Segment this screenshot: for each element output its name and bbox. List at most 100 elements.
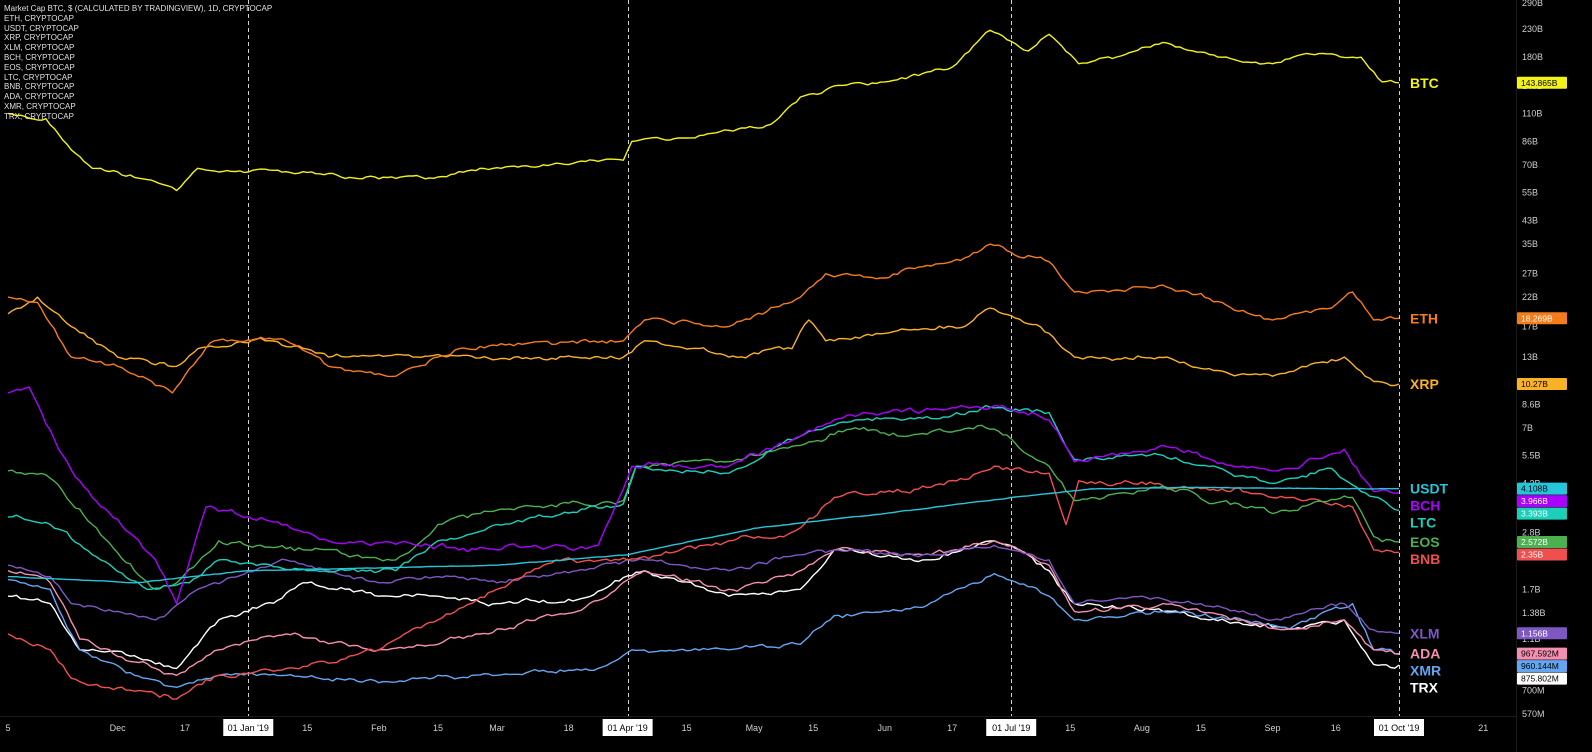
legend-entry: ETH, CRYPTOCAP: [4, 13, 74, 23]
last-value-badge-xlm: [1517, 627, 1567, 640]
last-value-badge-xrp: [1517, 378, 1567, 391]
last-value-badge-bnb: [1517, 548, 1567, 561]
x-tick-label: Sep: [1265, 723, 1281, 733]
y-tick-label: 13B: [1522, 352, 1538, 362]
series-name-label-xmr: XMR: [1410, 663, 1441, 679]
x-tick-label: 01 Jan '19: [228, 723, 269, 733]
x-tick-label: 01 Jul '19: [992, 723, 1030, 733]
series-name-label-bch: BCH: [1410, 498, 1440, 514]
legend-entry: TRX, CRYPTOCAP: [4, 111, 74, 121]
x-tick-label: 15: [1065, 723, 1075, 733]
x-tick-label: Feb: [371, 723, 387, 733]
series-line-usdt: [7, 486, 1400, 584]
x-tick-label: 15: [302, 723, 312, 733]
y-tick-label: 35B: [1522, 239, 1538, 249]
y-tick-label: 5.5B: [1522, 450, 1541, 460]
y-tick-label: 7B: [1522, 423, 1533, 433]
x-tick-highlight-bg: [1374, 719, 1424, 736]
x-tick-label: 01 Apr '19: [608, 723, 648, 733]
legend-entry: BCH, CRYPTOCAP: [4, 52, 75, 62]
last-value-label: 875.802M: [1521, 674, 1559, 684]
last-value-label: 18.269B: [1521, 313, 1553, 323]
series-name-label-ada: ADA: [1410, 646, 1440, 662]
x-tick-label: Jun: [877, 723, 892, 733]
x-tick-label: Aug: [1134, 723, 1150, 733]
y-tick-label: 8.6B: [1522, 399, 1541, 409]
last-value-label: 4.108B: [1521, 484, 1548, 494]
last-value-label: 2.35B: [1521, 550, 1544, 560]
series-line-bnb: [7, 465, 1400, 700]
legend-entry: Market Cap BTC, $ (CALCULATED BY TRADING…: [4, 4, 273, 13]
x-tick-label: 15: [808, 723, 818, 733]
series-line-btc: [7, 29, 1400, 192]
x-tick-label: Mar: [489, 723, 505, 733]
last-value-badge-xmr: [1517, 660, 1567, 673]
x-tick-label: 5: [5, 723, 10, 733]
last-value-badge-ada: [1517, 647, 1567, 660]
y-tick-label: 43B: [1522, 216, 1538, 226]
legend-entry: LTC, CRYPTOCAP: [4, 72, 73, 82]
y-tick-label: 17B: [1522, 322, 1538, 332]
y-tick-label: 22B: [1522, 292, 1538, 302]
last-value-label: 1.156B: [1521, 628, 1548, 638]
last-value-badge-usdt: [1517, 482, 1567, 495]
x-tick-highlight-bg: [223, 719, 274, 736]
x-tick-label: 21: [1478, 723, 1488, 733]
y-tick-label: 55B: [1522, 188, 1538, 198]
series-name-label-xrp: XRP: [1410, 376, 1439, 392]
price-axis-background: [1516, 0, 1592, 752]
y-tick-label: 180B: [1522, 52, 1543, 62]
series-name-label-trx: TRX: [1410, 680, 1439, 696]
last-value-label: 3.966B: [1521, 496, 1548, 506]
series-name-label-eos: EOS: [1410, 534, 1440, 550]
x-tick-label: 15: [1196, 723, 1206, 733]
y-tick-label: 1.38B: [1522, 608, 1546, 618]
series-name-label-bnb: BNB: [1410, 551, 1440, 567]
last-value-badge-bch: [1517, 495, 1567, 508]
y-tick-label: 290B: [1522, 0, 1543, 8]
y-tick-label: 230B: [1522, 24, 1543, 34]
last-value-badge-eos: [1517, 536, 1567, 549]
last-value-badge-eth: [1517, 312, 1567, 325]
x-tick-label: 18: [564, 723, 574, 733]
x-tick-highlight-bg: [986, 719, 1037, 736]
last-value-badge-ltc: [1517, 507, 1567, 520]
series-line-eth: [7, 243, 1400, 394]
y-tick-label: 70B: [1522, 160, 1538, 170]
x-tick-label: 01 Oct '19: [1379, 723, 1420, 733]
series-name-label-xlm: XLM: [1410, 625, 1440, 641]
x-tick-label: 16: [1331, 723, 1341, 733]
legend-entry: XLM, CRYPTOCAP: [4, 43, 75, 53]
series-line-bch: [7, 386, 1400, 605]
last-value-label: 3.393B: [1521, 509, 1548, 519]
chart-legend: Market Cap BTC, $ (CALCULATED BY TRADING…: [4, 4, 272, 122]
series-name-label-eth: ETH: [1410, 310, 1438, 326]
x-tick-highlight-bg: [602, 719, 653, 736]
series-line-ada: [7, 540, 1400, 676]
series-line-xlm: [7, 544, 1400, 634]
x-tick-label: 15: [433, 723, 443, 733]
y-tick-label: 1.7B: [1522, 584, 1541, 594]
x-tick-label: 17: [180, 723, 190, 733]
x-tick-label: Dec: [110, 723, 127, 733]
last-value-badge-btc: [1517, 76, 1567, 89]
last-value-label: 10.27B: [1521, 379, 1548, 389]
last-value-label: 960.144M: [1521, 661, 1559, 671]
legend-entry: BNB, CRYPTOCAP: [4, 82, 75, 92]
series-line-ltc: [7, 404, 1400, 590]
series-name-label-btc: BTC: [1410, 75, 1439, 91]
legend-entry: EOS, CRYPTOCAP: [4, 62, 75, 72]
legend-entry: USDT, CRYPTOCAP: [4, 23, 79, 33]
series-name-label-ltc: LTC: [1410, 515, 1436, 531]
x-tick-label: May: [746, 723, 764, 733]
x-tick-label: 17: [947, 723, 957, 733]
y-tick-label: 27B: [1522, 269, 1538, 279]
y-tick-label: 86B: [1522, 137, 1538, 147]
last-value-badge-trx: [1517, 672, 1567, 685]
y-tick-label: 700M: [1522, 686, 1545, 696]
legend-entry: ADA, CRYPTOCAP: [4, 92, 75, 102]
series-name-label-usdt: USDT: [1410, 481, 1449, 497]
y-tick-label: 570M: [1522, 709, 1545, 719]
